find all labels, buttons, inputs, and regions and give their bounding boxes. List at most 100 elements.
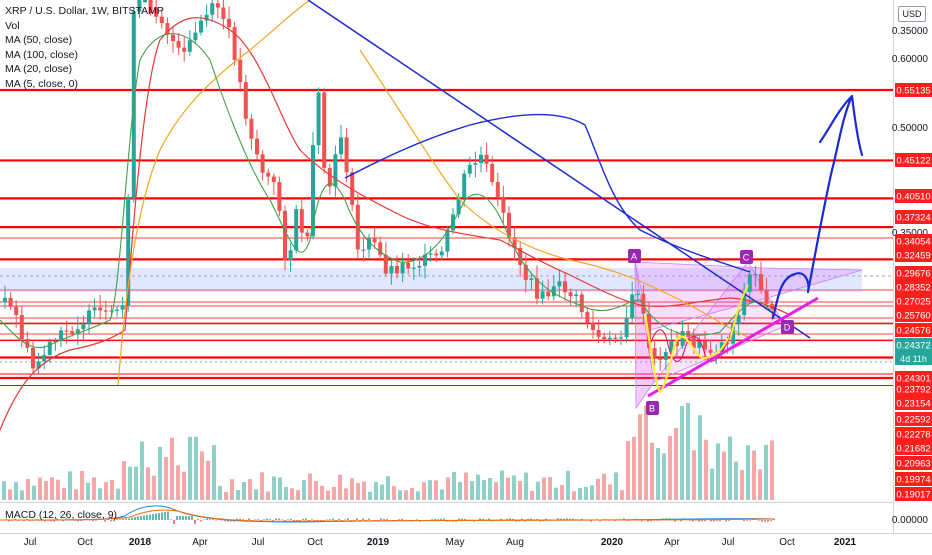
macd-histogram-bar bbox=[104, 520, 106, 522]
macd-histogram-bar bbox=[695, 520, 697, 521]
zones bbox=[0, 261, 863, 410]
candle-body bbox=[221, 7, 226, 19]
candle-body bbox=[87, 310, 91, 325]
macd-histogram-bar bbox=[437, 519, 439, 520]
macd-histogram-bar bbox=[434, 518, 436, 520]
macd-histogram-bar bbox=[761, 520, 763, 522]
price-label-bg bbox=[895, 441, 932, 455]
macd-histogram-bar bbox=[623, 518, 625, 520]
volume-bar bbox=[80, 470, 84, 500]
pattern-label-text: C bbox=[743, 253, 750, 263]
symbol-title[interactable]: XRP / U.S. Dollar, 1W, BITSTAMP bbox=[5, 5, 164, 17]
candle-body bbox=[372, 238, 377, 243]
candle-body bbox=[434, 253, 439, 256]
volume-bar bbox=[584, 486, 588, 500]
macd-histogram-bar bbox=[92, 520, 94, 522]
volume-bar bbox=[770, 440, 774, 500]
price-label-bg bbox=[895, 472, 932, 486]
axis-tick-label: 0.50000 bbox=[892, 123, 929, 134]
candle-body bbox=[19, 314, 24, 340]
price-label: 0.22592 bbox=[896, 415, 930, 426]
legend-ma50[interactable]: MA (50, close) bbox=[5, 34, 73, 46]
volume-bar bbox=[422, 482, 426, 500]
candle-body bbox=[64, 330, 69, 332]
volume-bar bbox=[566, 470, 570, 500]
legend-ma100[interactable]: MA (100, close) bbox=[5, 48, 78, 61]
macd-pane bbox=[0, 505, 776, 524]
macd-histogram-bar bbox=[311, 519, 313, 520]
volume-bar bbox=[290, 488, 294, 500]
volume-bar bbox=[686, 402, 690, 500]
macd-histogram-bar bbox=[572, 518, 574, 520]
volume-bar bbox=[398, 490, 402, 500]
macd-histogram-bar bbox=[140, 516, 142, 520]
macd-histogram-bar bbox=[152, 514, 154, 520]
volume-bar bbox=[752, 450, 756, 500]
macd-histogram-bar bbox=[680, 520, 682, 522]
macd-histogram-bar bbox=[173, 520, 175, 524]
macd-histogram-bar bbox=[350, 520, 352, 521]
price-label-bg bbox=[895, 294, 932, 308]
legend-ma5[interactable]: MA (5, close, 0) bbox=[5, 77, 78, 90]
candle-body bbox=[423, 254, 427, 266]
pattern-label-text: A bbox=[631, 252, 637, 262]
macd-histogram-bar bbox=[239, 518, 241, 520]
time-tick-label: Apr bbox=[664, 537, 680, 548]
volume-bar bbox=[152, 475, 156, 500]
candle-body bbox=[686, 330, 691, 337]
macd-histogram-bar bbox=[209, 519, 211, 520]
candle-body bbox=[619, 337, 623, 339]
candle-body bbox=[663, 352, 668, 360]
candle-body bbox=[53, 341, 58, 343]
candle-body bbox=[232, 27, 237, 60]
volume-bar bbox=[548, 477, 552, 500]
volume-bar bbox=[632, 436, 636, 500]
currency-button[interactable]: USD bbox=[898, 6, 926, 22]
macd-histogram-bar bbox=[728, 520, 730, 521]
candle-body bbox=[8, 297, 13, 307]
candle-body bbox=[518, 247, 523, 265]
volume-bar bbox=[452, 472, 456, 500]
ma5-pivot-line bbox=[649, 311, 739, 362]
volume-bar bbox=[692, 450, 696, 500]
candle-body bbox=[635, 293, 640, 296]
macd-histogram-bar bbox=[161, 512, 163, 520]
macd-histogram-bar bbox=[536, 519, 538, 520]
macd-histogram-bar bbox=[263, 519, 265, 520]
price-label-bg bbox=[895, 210, 932, 224]
time-tick-label: May bbox=[446, 537, 465, 548]
macd-histogram-bar bbox=[326, 519, 328, 520]
macd-histogram-bar bbox=[212, 519, 214, 520]
volume-bar bbox=[722, 451, 726, 500]
time-tick-label: 2018 bbox=[129, 537, 152, 548]
macd-histogram-bar bbox=[260, 520, 262, 521]
macd-histogram-bar bbox=[704, 520, 706, 522]
price-label-bg bbox=[895, 382, 932, 396]
legend-vol[interactable]: Vol bbox=[5, 19, 20, 32]
candle-body bbox=[109, 310, 114, 312]
legend-ma20[interactable]: MA (20, close) bbox=[5, 63, 73, 75]
legend-macd[interactable]: MACD (12, 26, close, 9) bbox=[5, 509, 118, 521]
candle-body bbox=[322, 92, 327, 168]
price-label-bg bbox=[895, 234, 932, 248]
macd-histogram-bar bbox=[119, 519, 121, 520]
macd-histogram-bar bbox=[167, 511, 169, 520]
candle-body bbox=[227, 18, 231, 28]
price-label: 0.37324 bbox=[896, 213, 930, 224]
time-tick-label: Oct bbox=[77, 537, 93, 548]
macd-histogram-bar bbox=[275, 518, 277, 520]
candle-body bbox=[680, 330, 685, 346]
volume-bar bbox=[650, 442, 654, 500]
macd-histogram-bar bbox=[488, 518, 490, 520]
candle-body bbox=[630, 294, 635, 319]
candle-body bbox=[204, 14, 209, 21]
candle-body bbox=[81, 324, 86, 330]
candle-body bbox=[187, 40, 192, 52]
candle-body bbox=[417, 265, 422, 268]
candle-body bbox=[585, 311, 590, 323]
macd-histogram-bar bbox=[641, 520, 643, 522]
candle-body bbox=[764, 290, 769, 304]
macd-histogram-bar bbox=[122, 518, 124, 520]
